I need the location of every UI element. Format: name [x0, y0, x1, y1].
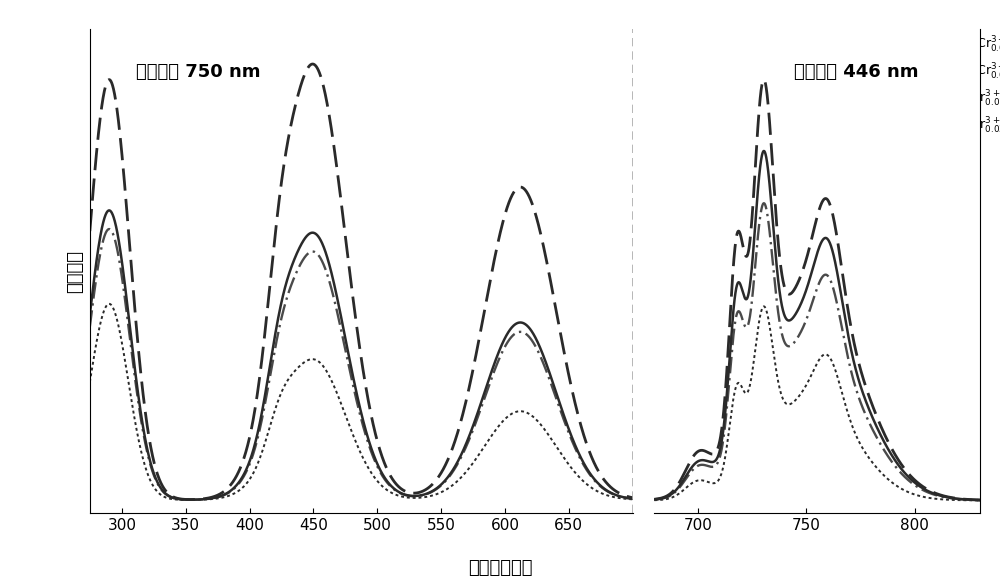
Text: 激发波长 446 nm: 激发波长 446 nm	[794, 63, 919, 81]
Legend: LaGaO$_3$:Sb$^{3+}_{0.001}$, Cr$^{3+}_{0.001}$, LaGaO$_3$:Sb$^{3+}_{0.003}$, Cr$: LaGaO$_3$:Sb$^{3+}_{0.001}$, Cr$^{3+}_{0…	[830, 36, 1000, 136]
Text: 波长（纳米）: 波长（纳米）	[468, 559, 532, 577]
Text: 发射波长 750 nm: 发射波长 750 nm	[136, 63, 261, 81]
Y-axis label: 相对强度: 相对强度	[66, 250, 84, 293]
